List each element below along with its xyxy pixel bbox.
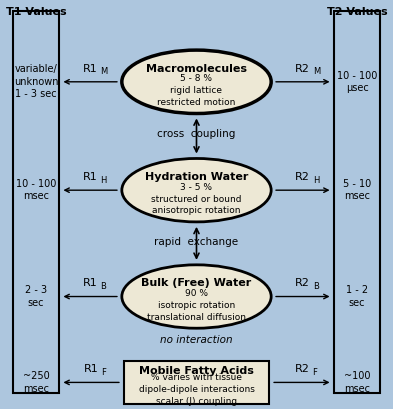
Text: % varies with tissue
dipole-dipole interactions
scalar (J) coupling: % varies with tissue dipole-dipole inter… bbox=[139, 373, 254, 406]
Text: M: M bbox=[100, 67, 107, 76]
Text: R2: R2 bbox=[296, 172, 310, 182]
Text: ~100
msec: ~100 msec bbox=[344, 371, 370, 393]
Text: R2: R2 bbox=[296, 64, 310, 74]
Text: rapid  exchange: rapid exchange bbox=[154, 237, 239, 247]
Bar bbox=[334, 11, 380, 393]
Text: 90 %
isotropic rotation
translational diffusion: 90 % isotropic rotation translational di… bbox=[147, 289, 246, 322]
Bar bbox=[124, 361, 269, 404]
Text: R2: R2 bbox=[296, 279, 310, 288]
Text: 5 - 10
msec: 5 - 10 msec bbox=[343, 179, 371, 201]
Text: B: B bbox=[100, 282, 106, 291]
Ellipse shape bbox=[122, 50, 271, 113]
Text: Hydration Water: Hydration Water bbox=[145, 172, 248, 182]
Text: 3 - 5 %
structured or bound
anisotropic rotation: 3 - 5 % structured or bound anisotropic … bbox=[151, 183, 242, 216]
Text: R1: R1 bbox=[84, 364, 99, 374]
Text: H: H bbox=[313, 176, 319, 185]
Text: 5 - 8 %
rigid lattice
restricted motion: 5 - 8 % rigid lattice restricted motion bbox=[157, 74, 236, 107]
Text: R1: R1 bbox=[83, 279, 97, 288]
Text: R2: R2 bbox=[294, 364, 309, 374]
Text: Mobile Fatty Acids: Mobile Fatty Acids bbox=[139, 366, 254, 376]
Text: T2 Values: T2 Values bbox=[327, 7, 387, 17]
Bar bbox=[13, 11, 59, 393]
Text: F: F bbox=[101, 368, 106, 377]
Text: cross  coupling: cross coupling bbox=[157, 129, 236, 139]
Text: R1: R1 bbox=[83, 64, 97, 74]
Text: F: F bbox=[312, 368, 316, 377]
Ellipse shape bbox=[122, 158, 271, 222]
Text: no interaction: no interaction bbox=[160, 335, 233, 345]
Text: R1: R1 bbox=[83, 172, 97, 182]
Text: H: H bbox=[100, 176, 107, 185]
Text: 2 - 3
sec: 2 - 3 sec bbox=[25, 285, 47, 308]
Text: 10 - 100
msec: 10 - 100 msec bbox=[16, 179, 56, 201]
Text: T1 Values: T1 Values bbox=[6, 7, 66, 17]
Text: ~250
msec: ~250 msec bbox=[22, 371, 50, 393]
Ellipse shape bbox=[122, 265, 271, 328]
Text: 1 - 2
sec: 1 - 2 sec bbox=[346, 285, 368, 308]
Text: Macromolecules: Macromolecules bbox=[146, 64, 247, 74]
Text: 10 - 100
μsec: 10 - 100 μsec bbox=[337, 71, 377, 93]
Text: M: M bbox=[313, 67, 320, 76]
Text: variable/
unknown
1 - 3 sec: variable/ unknown 1 - 3 sec bbox=[14, 64, 58, 99]
Text: Bulk (Free) Water: Bulk (Free) Water bbox=[141, 279, 252, 288]
Text: B: B bbox=[313, 282, 318, 291]
